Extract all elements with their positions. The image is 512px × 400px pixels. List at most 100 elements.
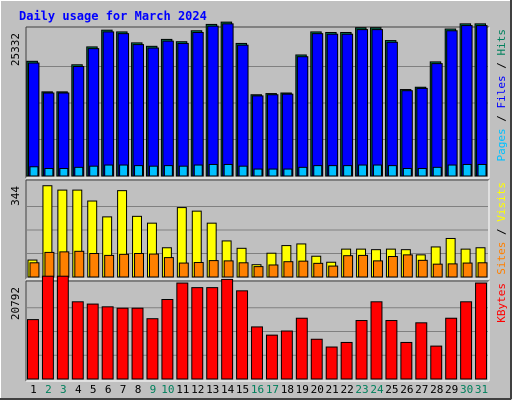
bar-files-day-23 [356, 29, 369, 177]
bar-files-day-11 [177, 42, 189, 177]
bar-sites-day-16 [253, 266, 264, 278]
x-tick-label-day-6: 6 [105, 383, 112, 396]
x-tick-label-day-15: 15 [236, 383, 249, 396]
x-tick-label-day-25: 25 [385, 383, 398, 396]
bar-sites-day-30 [462, 262, 473, 278]
bar-pages-day-6 [104, 164, 114, 177]
legend-label-visits: Sites / Visits [495, 182, 508, 275]
x-tick-label-day-27: 27 [415, 383, 428, 396]
bar-pages-day-23 [358, 164, 368, 177]
bar-files-day-20 [311, 33, 324, 177]
bar-files-day-14 [222, 23, 234, 177]
bar-pages-day-7 [119, 164, 129, 177]
x-tick-label-day-10: 10 [161, 383, 174, 396]
bar-sites-day-23 [358, 254, 369, 278]
bar-kbytes-day-30 [460, 301, 473, 380]
bar-files-day-12 [192, 31, 204, 177]
bar-pages-day-20 [313, 165, 323, 177]
bar-sites-day-31 [477, 262, 488, 278]
bar-sites-day-24 [373, 260, 383, 278]
bar-kbytes-day-2 [41, 275, 54, 380]
bar-sites-day-8 [134, 253, 144, 278]
bar-files-day-17 [266, 94, 279, 177]
chart-panels: 25332 Pages / Files / Hits 344 Sites / Visi… [9, 21, 508, 382]
bar-pages-day-24 [373, 164, 382, 177]
bar-sites-day-2 [44, 251, 55, 278]
bar-kbytes-day-19 [295, 317, 308, 380]
x-axis-labels: 1 2 3 4 5 6 7 8 9 10 11 12 13 14 15 16 17 18 19 20 21 22 23 24 2… [30, 383, 488, 396]
x-tick-label-day-28: 28 [430, 383, 443, 396]
x-tick-label-day-1: 1 [30, 383, 37, 396]
bar-kbytes-day-11 [176, 282, 189, 380]
bar-sites-day-25 [387, 256, 398, 278]
bar-files-day-22 [341, 33, 354, 177]
bar-kbytes-day-21 [325, 346, 338, 380]
bar-pages-day-4 [74, 166, 84, 177]
legend-part: Visits [495, 182, 508, 222]
x-tick-label-day-2: 2 [45, 383, 52, 396]
bar-files-day-7 [117, 33, 130, 177]
y-max-label-visits: 344 [9, 186, 22, 206]
bar-kbytes-day-10 [161, 299, 174, 380]
bar-kbytes-day-9 [146, 318, 159, 380]
bar-sites-day-11 [178, 262, 189, 278]
x-tick-label-day-19: 19 [296, 383, 309, 396]
bar-files-day-26 [401, 90, 413, 177]
bar-kbytes-day-17 [265, 334, 278, 380]
x-tick-label-day-30: 30 [460, 383, 473, 396]
legend-part: / [495, 109, 508, 129]
x-tick-label-day-31: 31 [475, 383, 488, 396]
x-tick-label-day-12: 12 [191, 383, 204, 396]
bar-sites-day-26 [402, 254, 413, 278]
bar-kbytes-day-24 [370, 301, 383, 380]
bar-files-day-19 [296, 56, 309, 177]
bar-kbytes-day-31 [475, 282, 487, 380]
bar-pages-day-11 [178, 165, 188, 177]
bar-pages-day-1 [29, 166, 39, 177]
x-tick-label-day-17: 17 [266, 383, 279, 396]
bar-files-day-13 [207, 25, 219, 177]
x-tick-label-day-22: 22 [340, 383, 353, 396]
series-sites [29, 250, 488, 278]
bar-sites-day-13 [208, 260, 219, 278]
x-tick-label-day-14: 14 [221, 383, 235, 396]
bar-kbytes-day-29 [445, 317, 458, 380]
legend-label-requests: Pages / Files / Hits [495, 29, 508, 162]
bar-files-day-16 [252, 95, 264, 177]
bar-pages-day-5 [89, 165, 99, 177]
bar-kbytes-day-28 [430, 345, 443, 380]
series-kbytes [27, 275, 487, 380]
bar-files-day-25 [386, 41, 398, 177]
x-tick-label-day-3: 3 [60, 383, 67, 396]
legend-part: / [495, 56, 508, 76]
bar-sites-day-4 [74, 250, 85, 278]
bar-sites-day-5 [89, 253, 100, 278]
x-tick-label-day-8: 8 [135, 383, 142, 396]
x-tick-label-day-7: 7 [120, 383, 127, 396]
bar-kbytes-day-8 [131, 307, 144, 380]
bar-kbytes-day-22 [340, 341, 353, 380]
legend-part: Files [495, 75, 508, 108]
bar-pages-day-15 [238, 165, 248, 177]
bar-sites-day-1 [29, 262, 40, 278]
bar-sites-day-21 [328, 265, 339, 278]
bar-kbytes-day-7 [116, 307, 129, 380]
x-tick-label-day-11: 11 [176, 383, 189, 396]
series-pages [29, 163, 487, 177]
bar-pages-day-10 [163, 165, 173, 177]
x-tick-label-day-29: 29 [445, 383, 458, 396]
bar-files-day-1 [28, 62, 40, 177]
bar-kbytes-day-3 [56, 275, 69, 380]
bar-pages-day-25 [387, 165, 397, 177]
bar-sites-day-28 [432, 263, 443, 278]
bar-kbytes-day-23 [355, 320, 368, 380]
bar-sites-day-10 [163, 257, 174, 278]
bar-files-day-10 [162, 40, 174, 177]
bar-files-day-24 [371, 29, 383, 177]
panel-requests: 25332 Pages / Files / Hits [9, 21, 508, 179]
bar-files-day-5 [87, 48, 100, 177]
bar-pages-day-19 [298, 166, 308, 177]
bar-kbytes-day-6 [101, 306, 114, 380]
legend-label-kbytes: KBytes [495, 283, 508, 323]
